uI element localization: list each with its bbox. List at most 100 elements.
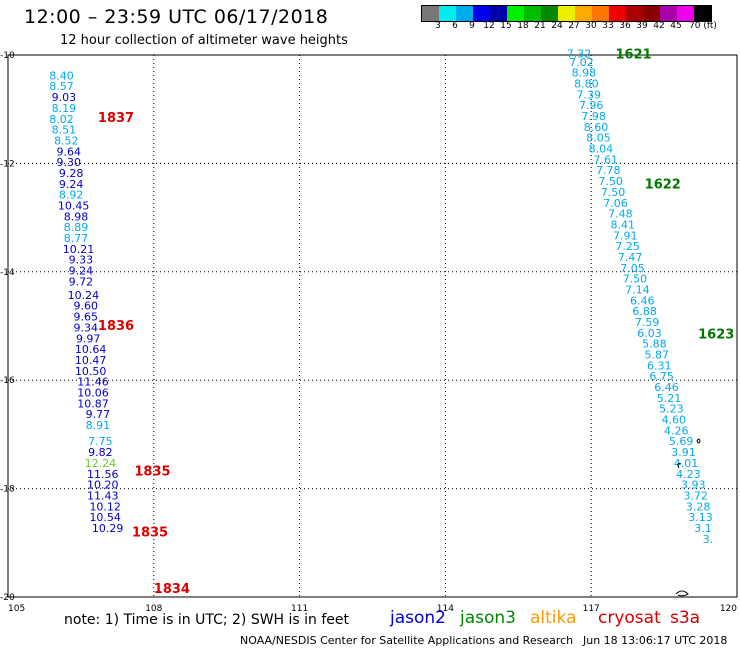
wave-height-value: 8.05 [586, 132, 611, 145]
wave-height-value: 7.06 [603, 197, 628, 210]
color-swatch [660, 6, 677, 21]
color-scale-label: 24 [551, 21, 563, 31]
wave-height-value: 8.77 [64, 232, 89, 245]
wave-height-value: 8.80 [574, 78, 599, 91]
wave-height-value: 7.02 [569, 56, 594, 69]
wave-height-value: 7.75 [88, 435, 113, 448]
track-time-label: 1835 [132, 525, 168, 540]
track-time-label: 1623 [698, 327, 734, 342]
wave-height-value: 3.72 [683, 489, 708, 502]
wave-height-value: 9.82 [88, 446, 113, 459]
wave-height-value: 10.54 [89, 511, 121, 524]
color-swatch [626, 6, 643, 21]
longitude-label: 117 [583, 604, 600, 614]
color-scale-label: 39 [636, 21, 648, 31]
wave-height-value: 5.21 [657, 392, 682, 405]
wave-height-value: 7.32 [567, 48, 592, 61]
wave-height-value: 6.46 [654, 381, 679, 394]
color-scale-label: 30 [585, 21, 597, 31]
latitude-label: -20 [0, 593, 15, 603]
wave-height-value: 4.60 [662, 414, 687, 427]
color-swatch [592, 6, 609, 21]
color-scale-label: 33 [602, 21, 614, 31]
wave-height-value: 7.50 [601, 186, 626, 199]
wave-height-value: 3.91 [671, 446, 696, 459]
wave-height-value: 10.64 [75, 343, 107, 356]
track-time-label: 1622 [645, 177, 681, 192]
longitude-label: 114 [437, 604, 454, 614]
wave-height-value: 10.45 [58, 199, 90, 212]
footer-credit: NOAA/NESDIS Center for Satellite Applica… [240, 634, 574, 647]
latitude-label: -16 [0, 376, 15, 386]
wave-height-value: 9.77 [86, 408, 111, 421]
wave-height-value: 8.91 [86, 419, 111, 432]
wave-height-value: 10.24 [68, 289, 100, 302]
wave-height-value: 8.41 [611, 218, 636, 231]
wave-height-value: 9.72 [69, 275, 94, 288]
color-swatch [575, 6, 592, 21]
color-scale-label: 21 [534, 21, 546, 31]
map-frame [7, 54, 738, 598]
color-swatch [507, 6, 524, 21]
longitude-label: 105 [8, 604, 25, 614]
longitude-label: 111 [291, 604, 308, 614]
wave-height-value: 3.28 [686, 500, 711, 513]
color-swatch [456, 6, 473, 21]
coastline-fragment [675, 438, 701, 597]
wave-height-value: 9.34 [74, 321, 99, 334]
wave-height-value: 7.50 [598, 175, 623, 188]
axis-labels: 105 108 111 114 117 120 -10 -12 -14 -16 -18 -20 [0, 51, 737, 614]
wave-height-value: 7.96 [579, 99, 604, 112]
wave-height-value: 11.56 [87, 468, 119, 481]
track-time-label: 1621 [616, 47, 652, 62]
satellite-legend-item: jason3 [460, 608, 516, 628]
wave-height-value: 6.03 [637, 327, 662, 340]
wave-height-value: 3.1 [694, 522, 712, 535]
page-subtitle: 12 hour collection of altimeter wave hei… [60, 33, 348, 48]
page-title: 12:00 – 23:59 UTC 06/17/2018 [24, 6, 329, 28]
satellite-legend-item: cryosat [598, 608, 661, 628]
wave-height-value: 8.52 [54, 134, 79, 147]
color-scale-label: 9 [469, 21, 475, 31]
wave-height-value: 7.78 [596, 164, 621, 177]
track-time-label: 1836 [98, 319, 134, 334]
wave-height-value: 8.98 [64, 210, 89, 223]
color-scale-label: 18 [517, 21, 529, 31]
wave-height-value: 5.23 [659, 403, 684, 416]
wave-height-value: 8.02 [49, 113, 74, 126]
wave-height-value: 7.98 [581, 110, 606, 123]
wave-height-value: 3. [703, 533, 714, 546]
footer-note: note: 1) Time is in UTC; 2) SWH is in fe… [64, 612, 350, 628]
wave-height-value: 7.25 [615, 240, 640, 253]
color-swatch [490, 6, 507, 21]
coastline-fragments [675, 438, 701, 597]
wave-height-value: 11.46 [77, 376, 109, 389]
wave-height-value: 8.98 [572, 67, 597, 80]
west-track: 8.408.579.038.198.028.518.529.649.309.28… [49, 69, 123, 535]
wave-height-value: 12.24 [85, 457, 117, 470]
color-swatch [643, 6, 660, 21]
wave-height-value: 9.65 [74, 311, 99, 324]
wave-height-value: 7.48 [608, 208, 633, 221]
wave-height-value: 9.24 [59, 178, 84, 191]
wave-height-value: 10.12 [89, 500, 121, 513]
color-scale-label: 6 [452, 21, 458, 31]
longitude-label: 120 [720, 604, 737, 614]
color-scale-label: 36 [619, 21, 631, 31]
wave-height-value: 10.21 [63, 243, 95, 256]
wave-height-value: 11.43 [87, 489, 119, 502]
wave-height-value: 9.97 [76, 332, 101, 345]
track-time-label: 1835 [134, 465, 170, 480]
wave-height-value: 4.01 [674, 457, 699, 470]
wave-height-value: 8.60 [584, 121, 609, 134]
track-time-label: 1837 [98, 111, 134, 126]
wave-height-value: 4.26 [664, 424, 689, 437]
color-swatch [694, 6, 711, 21]
color-scale-label: 70 (ft) [689, 21, 717, 31]
wave-height-value: 10.29 [92, 522, 124, 535]
wave-height-value: 10.47 [75, 354, 107, 367]
wave-height-value: 7.05 [620, 262, 645, 275]
wave-height-value: 9.30 [57, 156, 82, 169]
color-scale-label: 27 [568, 21, 580, 31]
wave-height-value: 5.87 [645, 349, 670, 362]
